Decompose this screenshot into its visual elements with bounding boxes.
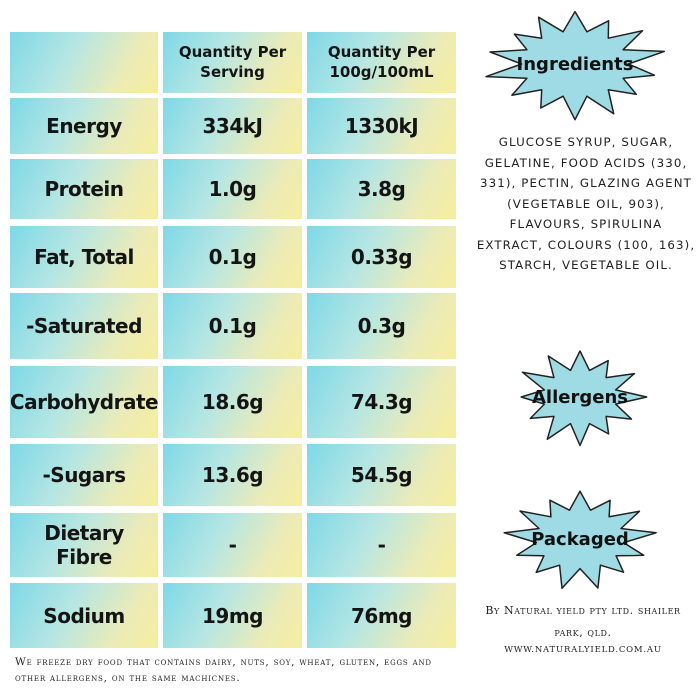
per-100g-value: 74.3g xyxy=(307,366,456,438)
per-serving-value: 0.1g xyxy=(163,293,302,359)
starburst-path xyxy=(503,490,657,590)
starburst-shape xyxy=(485,10,666,121)
starburst-shape xyxy=(520,350,648,447)
nutrition-table: Quantity Per Serving Quantity Per 100g/10… xyxy=(10,32,456,648)
per-serving-value: - xyxy=(163,513,302,577)
nutrient-label: -Saturated xyxy=(10,293,158,359)
packaged-heading: Packaged xyxy=(531,528,629,550)
per-serving-value: 13.6g xyxy=(163,444,302,506)
per-serving-value: 19mg xyxy=(163,583,302,648)
nutrient-label: Dietary Fibre xyxy=(10,513,158,577)
ingredients-badge: Ingredients xyxy=(480,4,670,124)
per-100g-value: 76mg xyxy=(307,583,456,648)
per-100g-value: 1330kJ xyxy=(307,98,456,154)
per-serving-value: 18.6g xyxy=(163,366,302,438)
starburst-path xyxy=(485,10,666,121)
nutrient-label: Carbohydrate xyxy=(10,366,159,438)
ingredients-heading: Ingredients xyxy=(516,53,634,75)
nutrient-label: Protein xyxy=(10,159,158,219)
starburst-shape xyxy=(503,490,657,590)
per-serving-value: 0.1g xyxy=(163,226,302,288)
website-link: WWW.NATURALYIELD.COM.AU xyxy=(504,645,662,655)
header-per-100g: Quantity Per 100g/100mL xyxy=(307,32,456,93)
per-100g-value: 54.5g xyxy=(307,444,456,506)
per-100g-value: 3.8g xyxy=(307,159,456,219)
starburst-path xyxy=(520,350,648,447)
per-100g-value: - xyxy=(307,513,456,577)
header-per-serving: Quantity Per Serving xyxy=(163,32,302,93)
per-serving-value: 1.0g xyxy=(163,159,302,219)
allergens-heading: Allergens xyxy=(532,386,628,408)
allergens-badge: Allergens xyxy=(510,344,650,450)
header-blank-cell xyxy=(10,32,158,93)
nutrient-label: -Sugars xyxy=(10,444,158,506)
per-100g-value: 0.3g xyxy=(307,293,456,359)
nutrient-label: Sodium xyxy=(10,583,158,648)
per-100g-value: 0.33g xyxy=(307,226,456,288)
per-serving-value: 334kJ xyxy=(163,98,302,154)
manufacturer-info: By Natural yield pty ltd. shailer park, … xyxy=(485,604,681,639)
ingredients-list: GLUCOSE SYRUP, SUGAR, GELATINE, FOOD ACI… xyxy=(476,135,696,272)
nutrient-label: Fat, Total xyxy=(10,226,158,288)
allergen-footer-note: We freeze dry food that contains dairy, … xyxy=(15,656,432,684)
nutrient-label: Energy xyxy=(10,98,158,154)
packaged-badge: Packaged xyxy=(500,484,660,594)
